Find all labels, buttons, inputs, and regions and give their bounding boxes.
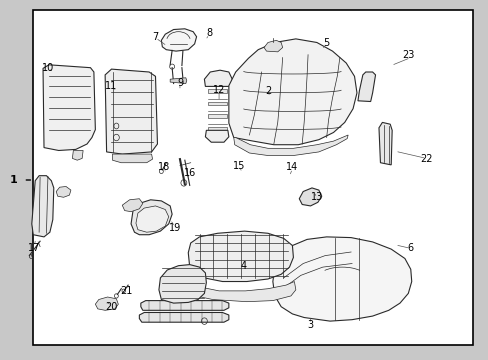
Text: 6: 6 (407, 243, 413, 253)
Polygon shape (122, 199, 142, 212)
Text: 11: 11 (105, 81, 118, 91)
Text: 12: 12 (212, 85, 225, 95)
Text: 5: 5 (323, 38, 329, 48)
Polygon shape (72, 150, 83, 160)
Text: 8: 8 (206, 28, 212, 38)
Text: 14: 14 (285, 162, 298, 172)
Text: 19: 19 (168, 222, 181, 233)
Polygon shape (105, 69, 157, 154)
Polygon shape (131, 200, 172, 235)
Polygon shape (170, 78, 186, 84)
Text: 16: 16 (183, 168, 196, 178)
Text: 4: 4 (240, 261, 246, 271)
Polygon shape (112, 154, 152, 163)
Polygon shape (207, 114, 227, 118)
Text: 9: 9 (177, 78, 183, 88)
Polygon shape (139, 312, 228, 322)
Polygon shape (32, 176, 54, 237)
Polygon shape (188, 282, 295, 302)
Polygon shape (141, 301, 228, 310)
Text: 18: 18 (157, 162, 170, 172)
Polygon shape (161, 29, 196, 51)
Polygon shape (264, 40, 282, 52)
Polygon shape (272, 237, 411, 321)
Polygon shape (378, 122, 391, 165)
Polygon shape (228, 39, 356, 145)
Text: 10: 10 (41, 63, 54, 73)
Text: 7: 7 (152, 32, 158, 42)
Polygon shape (207, 127, 227, 130)
Polygon shape (205, 130, 228, 142)
Text: 13: 13 (310, 192, 323, 202)
Text: 2: 2 (264, 86, 270, 96)
Text: 3: 3 (307, 320, 313, 330)
Text: 15: 15 (233, 161, 245, 171)
Polygon shape (159, 265, 206, 303)
Text: 1: 1 (10, 175, 18, 185)
FancyBboxPatch shape (33, 10, 472, 345)
Polygon shape (299, 188, 321, 206)
Polygon shape (136, 206, 168, 232)
Text: 21: 21 (120, 286, 132, 296)
Polygon shape (233, 135, 347, 156)
Polygon shape (56, 186, 71, 197)
Text: 20: 20 (105, 302, 118, 312)
Text: 17: 17 (28, 243, 41, 253)
Polygon shape (207, 89, 227, 93)
Text: 23: 23 (401, 50, 414, 60)
Polygon shape (95, 297, 118, 310)
Polygon shape (204, 70, 232, 86)
Polygon shape (43, 65, 95, 150)
Polygon shape (357, 72, 375, 102)
Text: 22: 22 (419, 154, 432, 164)
Polygon shape (188, 231, 293, 282)
Polygon shape (207, 102, 227, 105)
